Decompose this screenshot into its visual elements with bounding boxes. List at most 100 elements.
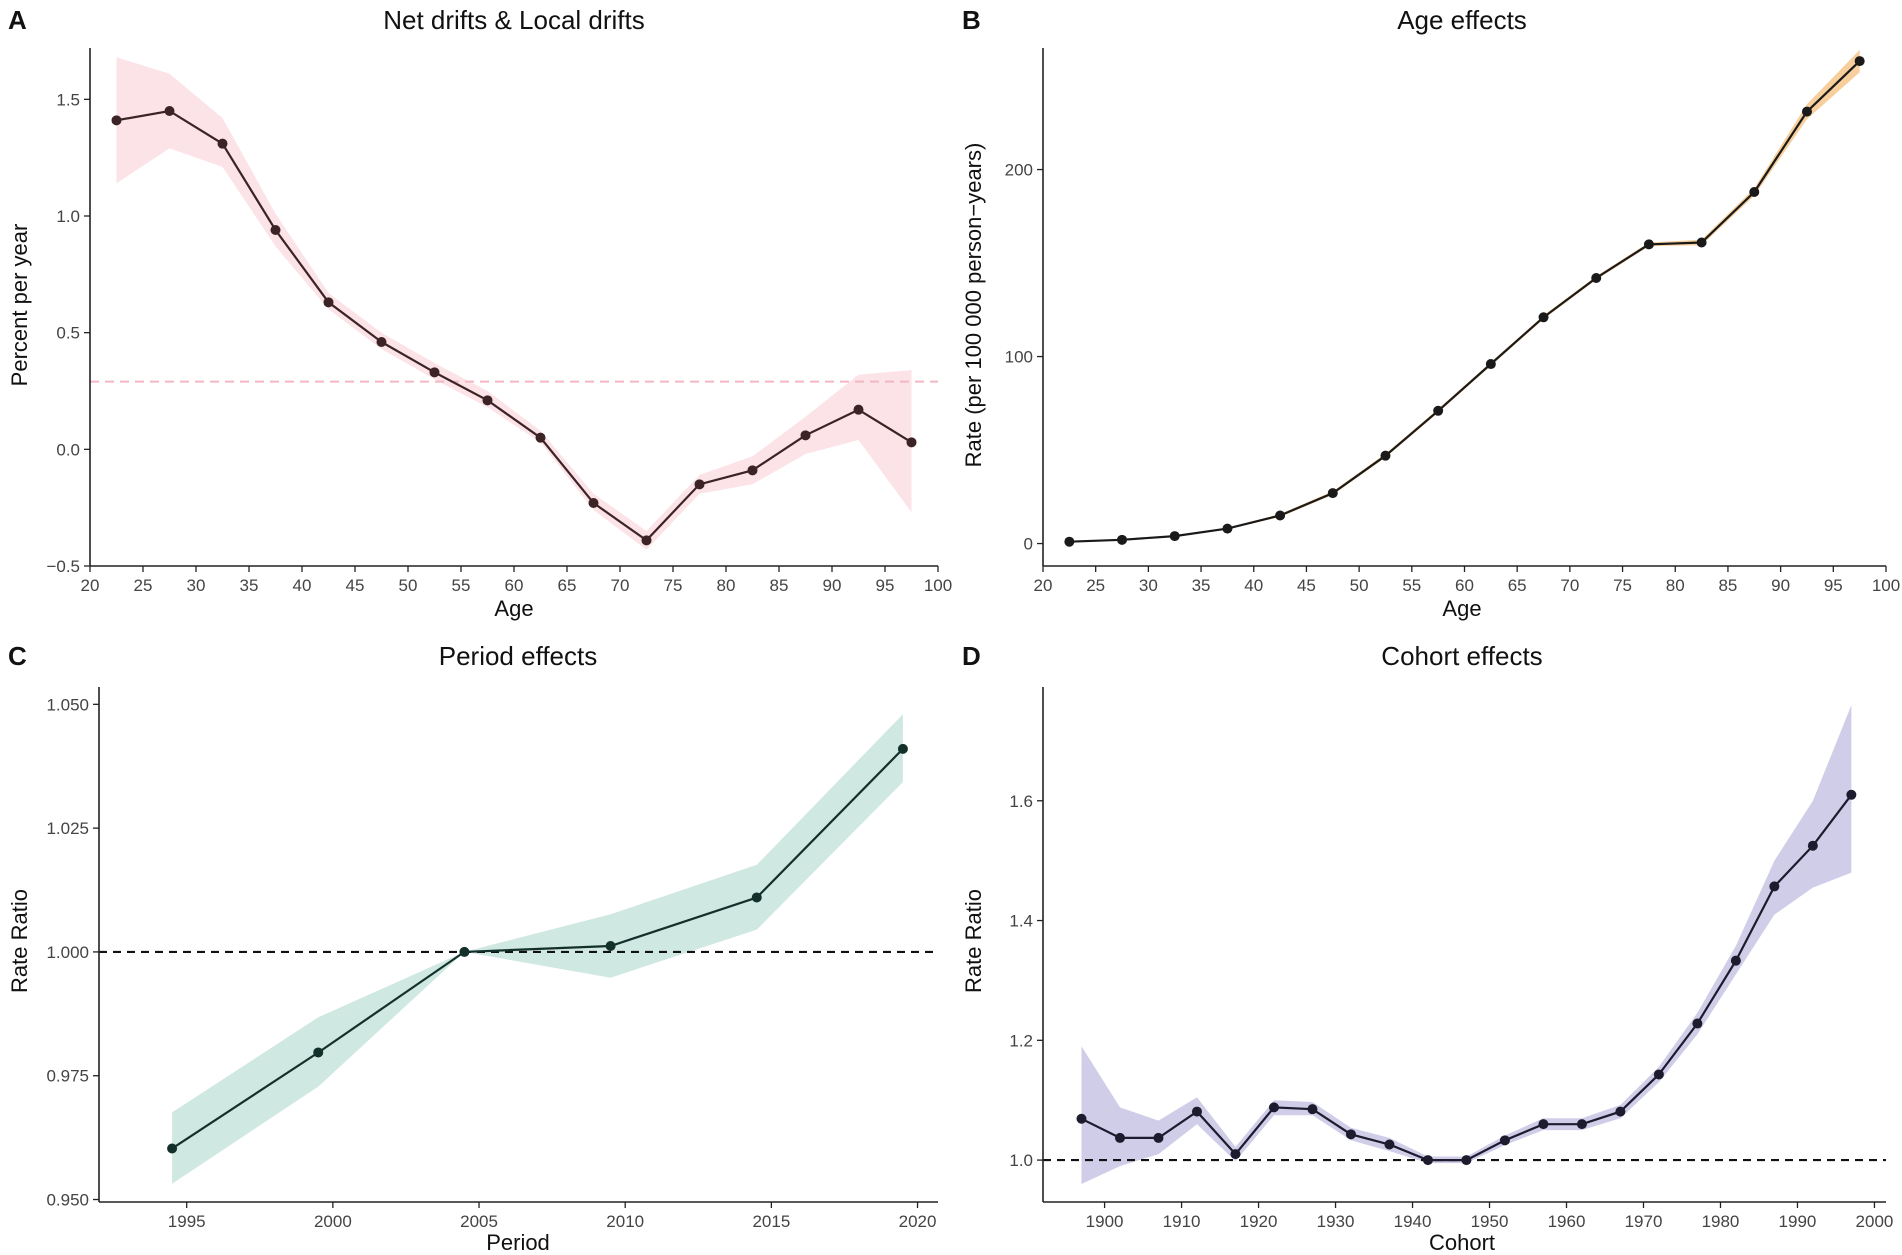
x-tick-label: 2010 [606, 1212, 644, 1231]
data-point [800, 430, 811, 441]
data-point [1730, 955, 1741, 966]
panel-c-ylabel: Rate Ratio [7, 889, 32, 993]
x-tick-label: 1995 [168, 1212, 206, 1231]
data-point [1117, 534, 1128, 545]
data-point [1538, 1119, 1549, 1130]
data-point [1591, 273, 1602, 284]
y-tick-label: 1.0 [56, 207, 80, 226]
y-tick-label: 1.4 [1009, 912, 1033, 931]
panel-b-title: Age effects [1397, 5, 1527, 35]
panel-c-xlabel: Period [486, 1230, 550, 1255]
panel-label-b: B [962, 5, 981, 35]
x-tick-label: 1990 [1779, 1212, 1817, 1231]
series-line [171, 748, 904, 1150]
data-point [535, 432, 546, 443]
data-point [588, 498, 599, 508]
x-tick-label: 60 [1455, 576, 1474, 595]
panel-a: A Net drifts & Local drifts Percent per … [7, 5, 952, 621]
panel-d-plot: 1900 1910 1920 1930 1940 1950 1960 1970 1980 1990… [1009, 687, 1893, 1231]
x-tick-label: 1940 [1394, 1212, 1432, 1231]
panel-label-d: D [962, 641, 981, 671]
x-tick-label: 50 [399, 576, 418, 595]
panel-a-xlabel: Age [494, 596, 533, 621]
data-point [853, 404, 864, 415]
data-point [897, 743, 908, 754]
x-tick-label: 1910 [1163, 1212, 1201, 1231]
data-point [1064, 536, 1075, 547]
x-tick-label: 95 [1824, 576, 1843, 595]
x-tick-label: 80 [717, 576, 736, 595]
y-tick-label: 0 [1024, 535, 1033, 554]
data-point [1153, 1132, 1164, 1143]
x-tick-label: 35 [240, 576, 259, 595]
x-tick-label: 60 [505, 576, 524, 595]
x-tick-label: 2000 [1856, 1212, 1894, 1231]
data-point [1576, 1119, 1587, 1130]
x-tick-label: 95 [876, 576, 895, 595]
data-point [167, 1143, 178, 1154]
panel-c-title: Period effects [439, 641, 598, 671]
panel-b-xlabel: Age [1442, 596, 1481, 621]
panel-a-ylabel: Percent per year [7, 224, 32, 387]
data-point [1268, 1102, 1279, 1113]
data-point [376, 337, 387, 347]
x-tick-label: 1960 [1548, 1212, 1586, 1231]
y-tick-label: 1.0 [1009, 1151, 1033, 1170]
x-tick-label: 90 [823, 576, 842, 595]
data-point [270, 225, 281, 235]
data-point [1222, 523, 1233, 534]
data-point [1327, 488, 1338, 499]
data-point [1692, 1018, 1703, 1029]
data-point [1307, 1104, 1318, 1115]
data-point [906, 437, 917, 448]
x-tick-label: 1950 [1471, 1212, 1509, 1231]
y-tick-label: 1.6 [1009, 792, 1033, 811]
x-tick-label: 45 [1297, 576, 1316, 595]
panel-a-title: Net drifts & Local drifts [383, 5, 645, 35]
y-tick-label: 1.025 [46, 819, 89, 838]
x-tick-label: 2020 [899, 1212, 937, 1231]
y-tick-label: 1.2 [1009, 1031, 1033, 1050]
series-line [1069, 60, 1861, 543]
panel-b-ylabel: Rate (per 100 000 person−years) [961, 143, 986, 468]
data-point [1380, 450, 1391, 461]
panel-label-c: C [8, 641, 27, 671]
data-point [747, 465, 758, 476]
x-tick-label: 50 [1350, 576, 1369, 595]
data-point [1345, 1129, 1356, 1140]
x-tick-label: 2000 [314, 1212, 352, 1231]
x-tick-label: 65 [1508, 576, 1527, 595]
data-point [1538, 312, 1549, 323]
data-point [1643, 239, 1654, 250]
data-point [641, 535, 652, 546]
y-tick-label: 1.050 [46, 695, 89, 714]
data-point [111, 115, 122, 126]
x-tick-label: 40 [1244, 576, 1263, 595]
panel-a-plot: 20 25 30 35 40 45 50 55 60 65 70 75 80 85 90 95 100 −0.5 0… [46, 48, 952, 595]
data-point [1615, 1106, 1626, 1117]
data-point [1461, 1155, 1472, 1166]
x-tick-label: 2005 [460, 1212, 498, 1231]
y-tick-label: 0.5 [56, 324, 80, 343]
data-point [1696, 237, 1707, 248]
data-point [1422, 1155, 1433, 1166]
y-tick-label: 1.5 [56, 90, 80, 109]
x-tick-label: 20 [81, 576, 100, 595]
data-point [1230, 1149, 1241, 1160]
x-tick-label: 90 [1771, 576, 1790, 595]
ci-band [1069, 49, 1860, 543]
x-tick-label: 1980 [1702, 1212, 1740, 1231]
x-tick-label: 1920 [1240, 1212, 1278, 1231]
data-point [1653, 1069, 1664, 1080]
y-tick-label: 0.0 [56, 440, 80, 459]
data-point [482, 395, 493, 406]
data-point [1433, 405, 1444, 416]
x-tick-label: 30 [187, 576, 206, 595]
x-tick-label: 80 [1666, 576, 1685, 595]
x-tick-label: 1900 [1086, 1212, 1124, 1231]
panel-label-a: A [8, 5, 27, 35]
data-point [605, 940, 616, 951]
data-point [1846, 789, 1857, 800]
series-line [116, 109, 913, 542]
data-point [1749, 186, 1760, 197]
